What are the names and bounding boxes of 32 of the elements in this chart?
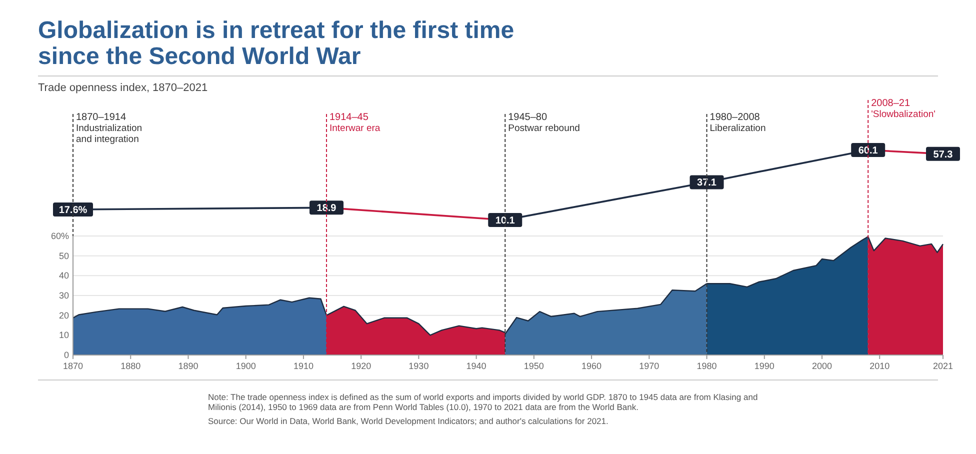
y-tick-label: 0 (64, 350, 69, 360)
x-tick-label: 1870 (62, 361, 84, 371)
source-note: Source: Our World in Data, World Bank, World Development Indicators; and author's calculations for 2021. (208, 416, 608, 426)
x-tick-label: 1940 (466, 361, 486, 371)
x-tick-label: 1920 (351, 361, 372, 371)
x-tick-label: 1950 (524, 361, 544, 371)
x-tick-label: 2000 (812, 361, 832, 371)
x-tick-label: 1980 (696, 361, 717, 371)
x-tick-label: 2021 (932, 361, 954, 371)
x-tick-label: 1930 (408, 361, 429, 371)
x-tick-label: 1970 (639, 361, 660, 371)
x-tick-label: 1880 (120, 361, 141, 371)
x-tick-label: 1990 (754, 361, 774, 371)
ref-line-label: 2008–21 'Slowbalization' (871, 98, 936, 120)
x-tick-label: 1960 (582, 361, 602, 371)
text: Note: The trade openness index is defined as the sum of world exports and imports divided by world GDP. 1870 to 1945 data are from Klasing and Milionis (2014), 1950 to 1969 data are from Penn World Tables (10.0), 1970 to 2021 data are from the World Bank. (208, 392, 758, 412)
x-tick-label: 1900 (236, 361, 256, 371)
y-tick-label: 10 (58, 330, 69, 340)
y-tick-label: 20 (58, 310, 69, 320)
y-tick-label: 50 (58, 250, 69, 261)
x-tick-label: 1910 (293, 361, 314, 371)
x-tick-label: 1890 (178, 361, 198, 371)
chart-title: Globalization is in retreat for the first time since the Second World War (38, 17, 514, 70)
x-tick-label: 2010 (870, 361, 890, 371)
y-tick-label: 30 (58, 290, 69, 300)
ref-line-label: 1870–1914 Industrialization and integration (76, 112, 142, 145)
y-tick-label: 60% (50, 231, 69, 241)
y-tick-label: 40 (58, 270, 69, 281)
ref-line-label: 1945–80 Postwar rebound (508, 112, 580, 134)
chart-subtitle: Trade openness index, 1870–2021 (38, 82, 208, 94)
ref-line-label: 1914–45 Interwar era (330, 112, 381, 134)
ref-line-label: 1980–2008 Liberalization (710, 112, 766, 134)
